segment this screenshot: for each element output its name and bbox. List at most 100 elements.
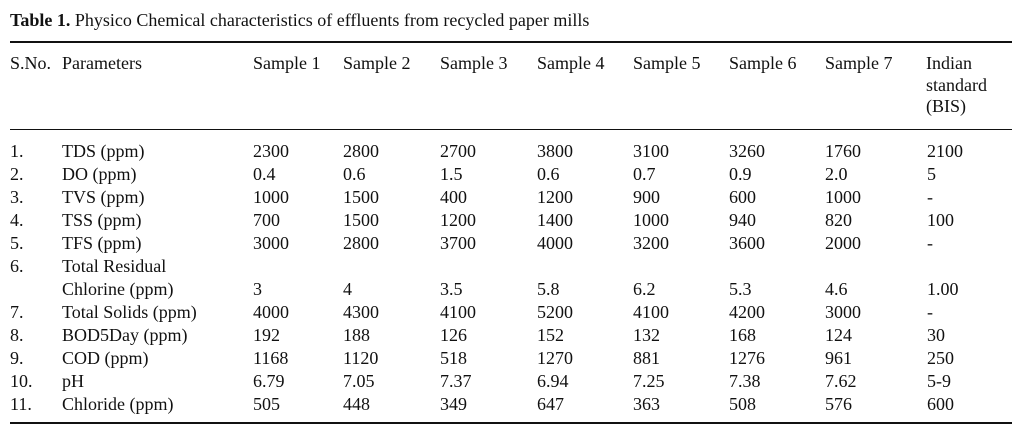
- row-sno: 4.: [10, 210, 24, 230]
- row-sample-1: 1000: [253, 187, 289, 207]
- row-sample-6: 600: [729, 187, 756, 207]
- row-sample-7: 2000: [825, 233, 861, 253]
- row-parameter: TSS (ppm): [62, 210, 142, 230]
- row-sample-5: 0.7: [633, 164, 656, 184]
- row-sno: 8.: [10, 325, 24, 345]
- row-sample-6: 3600: [729, 233, 765, 253]
- header-sample-7: Sample 7: [825, 53, 893, 73]
- row-sample-6: 1276: [729, 348, 765, 368]
- row-sample-2: 7.05: [343, 371, 375, 391]
- header-sno: S.No.: [10, 53, 52, 73]
- row-sample-6: 508: [729, 394, 756, 414]
- row-sample-4: 1200: [537, 187, 573, 207]
- row-sample-1: 1168: [253, 348, 289, 368]
- row-indian-standard: -: [927, 302, 933, 322]
- table-header-rule: [10, 129, 1012, 130]
- row-parameter-line-2: Chlorine (ppm): [62, 279, 174, 299]
- table-row: 7. Total Solids (ppm) 4000 4300 4100 520…: [0, 301, 1020, 324]
- table-row: 9. COD (ppm) 1168 1120 518 1270 881 1276…: [0, 347, 1020, 370]
- row-sample-1: 700: [253, 210, 280, 230]
- row-sample-2: 2800: [343, 141, 379, 161]
- row-sample-5: 132: [633, 325, 660, 345]
- row-sample-6: 940: [729, 210, 756, 230]
- row-indian-standard: -: [927, 187, 933, 207]
- row-sample-5: 6.2: [633, 279, 656, 299]
- row-sample-6: 5.3: [729, 279, 752, 299]
- row-sample-2: 1500: [343, 210, 379, 230]
- row-sample-1: 3: [253, 279, 262, 299]
- table-row: 6. Total Residual Chlorine (ppm) 3 4 3.5…: [0, 255, 1020, 301]
- table-bottom-rule: [10, 422, 1012, 424]
- row-sample-7: 3000: [825, 302, 861, 322]
- table-row: 1. TDS (ppm) 2300 2800 2700 3800 3100 32…: [0, 140, 1020, 163]
- header-parameters: Parameters: [62, 53, 142, 73]
- table-caption-text: Physico Chemical characteristics of effl…: [74, 10, 590, 30]
- row-sample-7: 7.62: [825, 371, 857, 391]
- row-sample-6: 3260: [729, 141, 765, 161]
- row-sample-4: 4000: [537, 233, 573, 253]
- row-sample-5: 3100: [633, 141, 669, 161]
- row-indian-standard: 2100: [927, 141, 963, 161]
- row-sample-1: 2300: [253, 141, 289, 161]
- row-sample-3: 400: [440, 187, 467, 207]
- row-parameter: COD (ppm): [62, 348, 149, 368]
- header-sample-4: Sample 4: [537, 53, 605, 73]
- row-sample-6: 4200: [729, 302, 765, 322]
- row-indian-standard: -: [927, 233, 933, 253]
- row-sample-3: 1.5: [440, 164, 463, 184]
- row-sample-7: 4.6: [825, 279, 848, 299]
- row-sample-4: 0.6: [537, 164, 560, 184]
- table-row: 5. TFS (ppm) 3000 2800 3700 4000 3200 36…: [0, 232, 1020, 255]
- row-sample-4: 1270: [537, 348, 573, 368]
- row-sample-3: 7.37: [440, 371, 472, 391]
- table-row: 4. TSS (ppm) 700 1500 1200 1400 1000 940…: [0, 209, 1020, 232]
- row-sno: 6.: [10, 256, 24, 276]
- row-sample-3: 3700: [440, 233, 476, 253]
- row-indian-standard: 5-9: [927, 371, 951, 391]
- row-sample-1: 6.79: [253, 371, 285, 391]
- row-sno: 11.: [10, 394, 32, 414]
- row-parameter: DO (ppm): [62, 164, 137, 184]
- row-sample-1: 192: [253, 325, 280, 345]
- row-parameter: TDS (ppm): [62, 141, 145, 161]
- header-sample-6: Sample 6: [729, 53, 797, 73]
- row-sample-7: 820: [825, 210, 852, 230]
- row-sample-1: 0.4: [253, 164, 276, 184]
- row-indian-standard: 100: [927, 210, 954, 230]
- table-row: 2. DO (ppm) 0.4 0.6 1.5 0.6 0.7 0.9 2.0 …: [0, 163, 1020, 186]
- row-sno: 9.: [10, 348, 24, 368]
- row-sample-1: 505: [253, 394, 280, 414]
- row-sample-3: 126: [440, 325, 467, 345]
- header-sample-2: Sample 2: [343, 53, 411, 73]
- row-sample-5: 1000: [633, 210, 669, 230]
- row-parameter: Chloride (ppm): [62, 394, 174, 414]
- row-sample-3: 1200: [440, 210, 476, 230]
- table-row: 3. TVS (ppm) 1000 1500 400 1200 900 600 …: [0, 186, 1020, 209]
- row-indian-standard: 250: [927, 348, 954, 368]
- table-row: 8. BOD5Day (ppm) 192 188 126 152 132 168…: [0, 324, 1020, 347]
- row-sample-7: 961: [825, 348, 852, 368]
- row-sample-2: 448: [343, 394, 370, 414]
- row-sample-3: 349: [440, 394, 467, 414]
- header-indian-standard-line-2: standard: [926, 74, 987, 95]
- row-sample-7: 1760: [825, 141, 861, 161]
- row-sample-7: 576: [825, 394, 852, 414]
- row-indian-standard: 600: [927, 394, 954, 414]
- header-sample-5: Sample 5: [633, 53, 701, 73]
- row-sample-3: 2700: [440, 141, 476, 161]
- row-sample-7: 1000: [825, 187, 861, 207]
- row-sample-3: 3.5: [440, 279, 463, 299]
- row-sample-4: 6.94: [537, 371, 569, 391]
- row-sample-7: 124: [825, 325, 852, 345]
- row-parameter: TFS (ppm): [62, 233, 142, 253]
- row-sample-3: 4100: [440, 302, 476, 322]
- header-indian-standard: Indian standard (BIS): [926, 53, 987, 118]
- row-sample-2: 4300: [343, 302, 379, 322]
- row-sample-2: 1120: [343, 348, 379, 368]
- row-parameter: BOD5Day (ppm): [62, 325, 188, 345]
- row-sample-2: 188: [343, 325, 370, 345]
- row-sample-4: 5200: [537, 302, 573, 322]
- row-sample-4: 1400: [537, 210, 573, 230]
- row-sample-6: 7.38: [729, 371, 761, 391]
- table-caption: Table 1. Physico Chemical characteristic…: [10, 9, 589, 31]
